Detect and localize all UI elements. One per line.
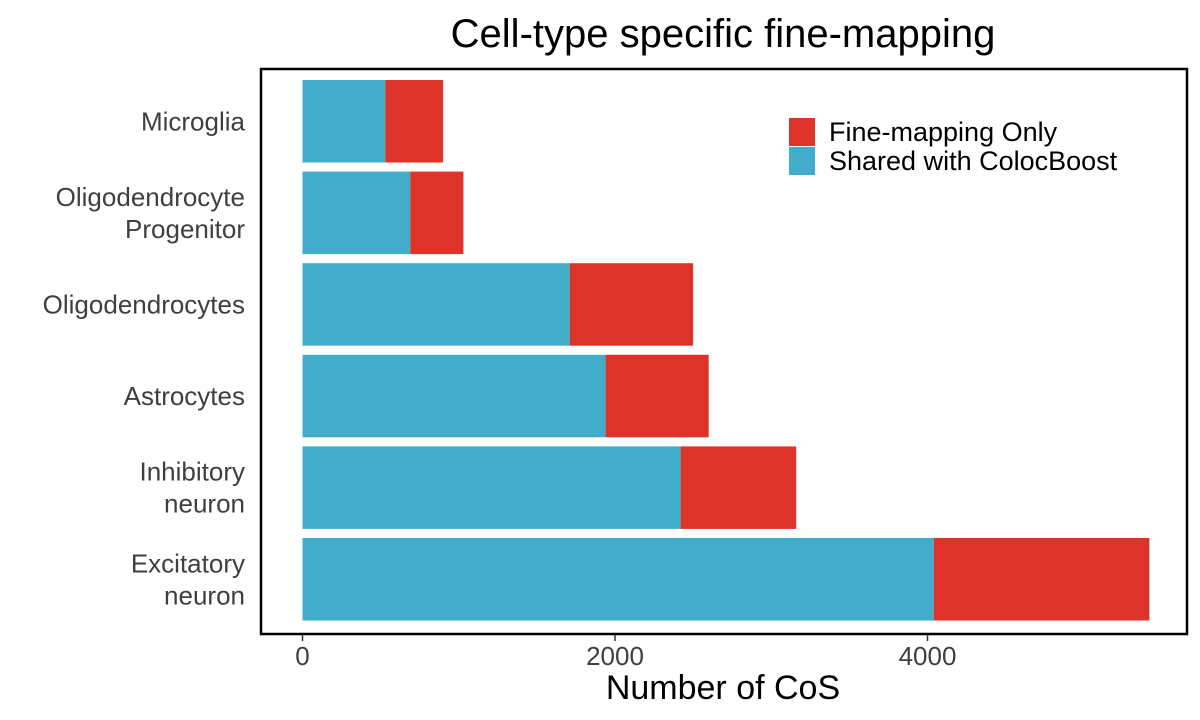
category-label-0: Microglia [141, 106, 246, 136]
category-label-3: Astrocytes [124, 381, 245, 411]
x-axis-ticks: 0 2000 4000 [295, 635, 956, 671]
category-label-line: Microglia [141, 106, 246, 136]
category-label-5: Excitatory neuron [131, 548, 245, 610]
plot-panel-border [259, 67, 1189, 636]
bar-fine-mapping-only-5 [933, 538, 1150, 621]
category-label-line: Oligodendrocyte [56, 182, 245, 212]
bar-fine-mapping-only-0 [385, 80, 444, 163]
chart-title: Cell-type specific fine-mapping [451, 12, 996, 56]
x-tick-label-2: 4000 [899, 641, 957, 671]
category-label-line: neuron [164, 580, 245, 610]
bars-layer [302, 80, 1150, 621]
bar-fine-mapping-only-3 [605, 354, 709, 438]
bar-fine-mapping-only-4 [680, 446, 797, 529]
bar-shared-2 [302, 263, 570, 346]
legend-swatch-1 [789, 147, 815, 175]
bar-shared-5 [302, 538, 934, 621]
bar-fine-mapping-only-2 [569, 263, 694, 346]
category-label-line: neuron [164, 489, 245, 519]
category-label-line: Inhibitory [140, 457, 246, 487]
x-axis-title: Number of CoS [606, 669, 840, 707]
category-label-line: Excitatory [131, 548, 245, 578]
category-label-line: Progenitor [125, 214, 245, 244]
category-label-line: Astrocytes [124, 381, 245, 411]
bar-shared-3 [302, 354, 606, 438]
x-tick-label-0: 0 [295, 641, 309, 671]
category-label-4: Inhibitory neuron [140, 457, 246, 519]
legend-swatch-0 [789, 118, 815, 146]
legend-label-1: Shared with ColocBoost [829, 146, 1118, 176]
category-label-2: Oligodendrocytes [43, 289, 245, 319]
legend-label-0: Fine-mapping Only [829, 117, 1058, 147]
category-label-line: Oligodendrocytes [43, 289, 245, 319]
bar-shared-4 [302, 446, 681, 529]
category-label-1: Oligodendrocyte Progenitor [56, 182, 246, 244]
bar-shared-1 [302, 171, 411, 255]
bar-fine-mapping-only-1 [410, 171, 464, 255]
x-tick-label-1: 2000 [586, 641, 644, 671]
bar-shared-0 [302, 80, 386, 163]
